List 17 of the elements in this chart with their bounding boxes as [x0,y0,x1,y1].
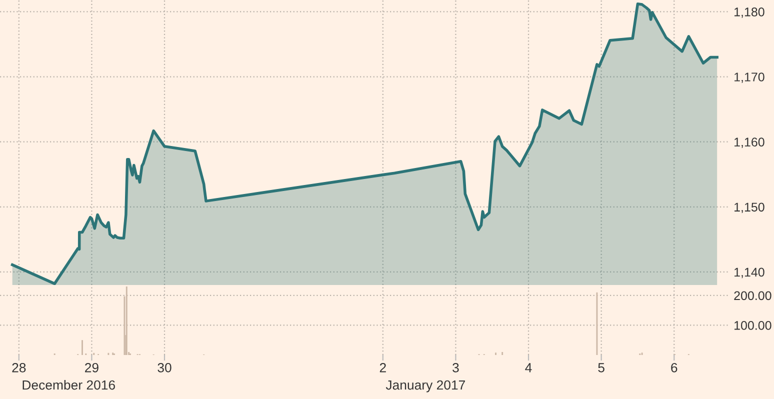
x-tick-label: 28 [12,362,26,372]
y-tick-label: 1,170 [734,72,764,83]
x-tick-label: 6 [671,362,678,372]
y-tick-label: 1,180 [734,8,764,18]
y-tick-label: 200.00 [734,291,772,300]
text: January 2017 [386,380,465,392]
x-tick-label: 4 [525,363,532,372]
x-tick-label: 2 [380,362,386,372]
x-tick-label: 29 [85,362,98,372]
x-tick-label: 30 [158,362,172,372]
y-tick-label: 100.00 [734,321,772,330]
x-tick-label: 3 [452,362,459,372]
text: December 2016 [22,380,115,390]
y-tick-label: 1,150 [734,202,764,214]
x-tick-label: 5 [598,363,604,372]
y-tick-label: 1,160 [734,138,764,148]
y-tick-label: 1,140 [734,268,764,278]
